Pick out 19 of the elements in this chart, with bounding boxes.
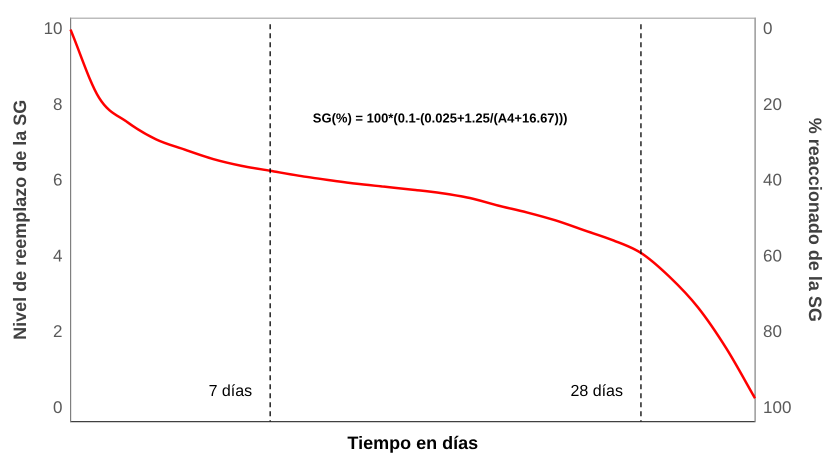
y2-tick-label: 60 <box>763 246 782 266</box>
y2-tick-label: 0 <box>763 19 773 38</box>
y-axis-title: Nivel de reemplazo de la SG <box>10 100 30 340</box>
y2-tick-label: 80 <box>763 322 782 342</box>
y-tick-label: 10 <box>44 19 63 38</box>
y2-tick-label: 40 <box>763 170 782 190</box>
annotation: SG(%) = 100*(0.1-(0.025+1.25/(A4+16.67))) <box>312 110 568 126</box>
annotation: 28 días <box>570 382 623 400</box>
y2-tick-label: 100 <box>763 398 792 417</box>
annotation: 7 días <box>208 382 252 400</box>
y-tick-label: 4 <box>53 246 63 266</box>
x-axis-title: Tiempo en días <box>347 433 478 454</box>
y2-tick-label: 20 <box>763 94 782 114</box>
y-tick-label: 8 <box>53 94 63 114</box>
y-tick-label: 2 <box>53 322 63 342</box>
line-series <box>69 28 756 400</box>
y-tick-label: 6 <box>53 170 63 190</box>
y2-axis-title: % reaccionado de la SG <box>805 118 826 322</box>
y-tick-label: 0 <box>53 398 63 417</box>
